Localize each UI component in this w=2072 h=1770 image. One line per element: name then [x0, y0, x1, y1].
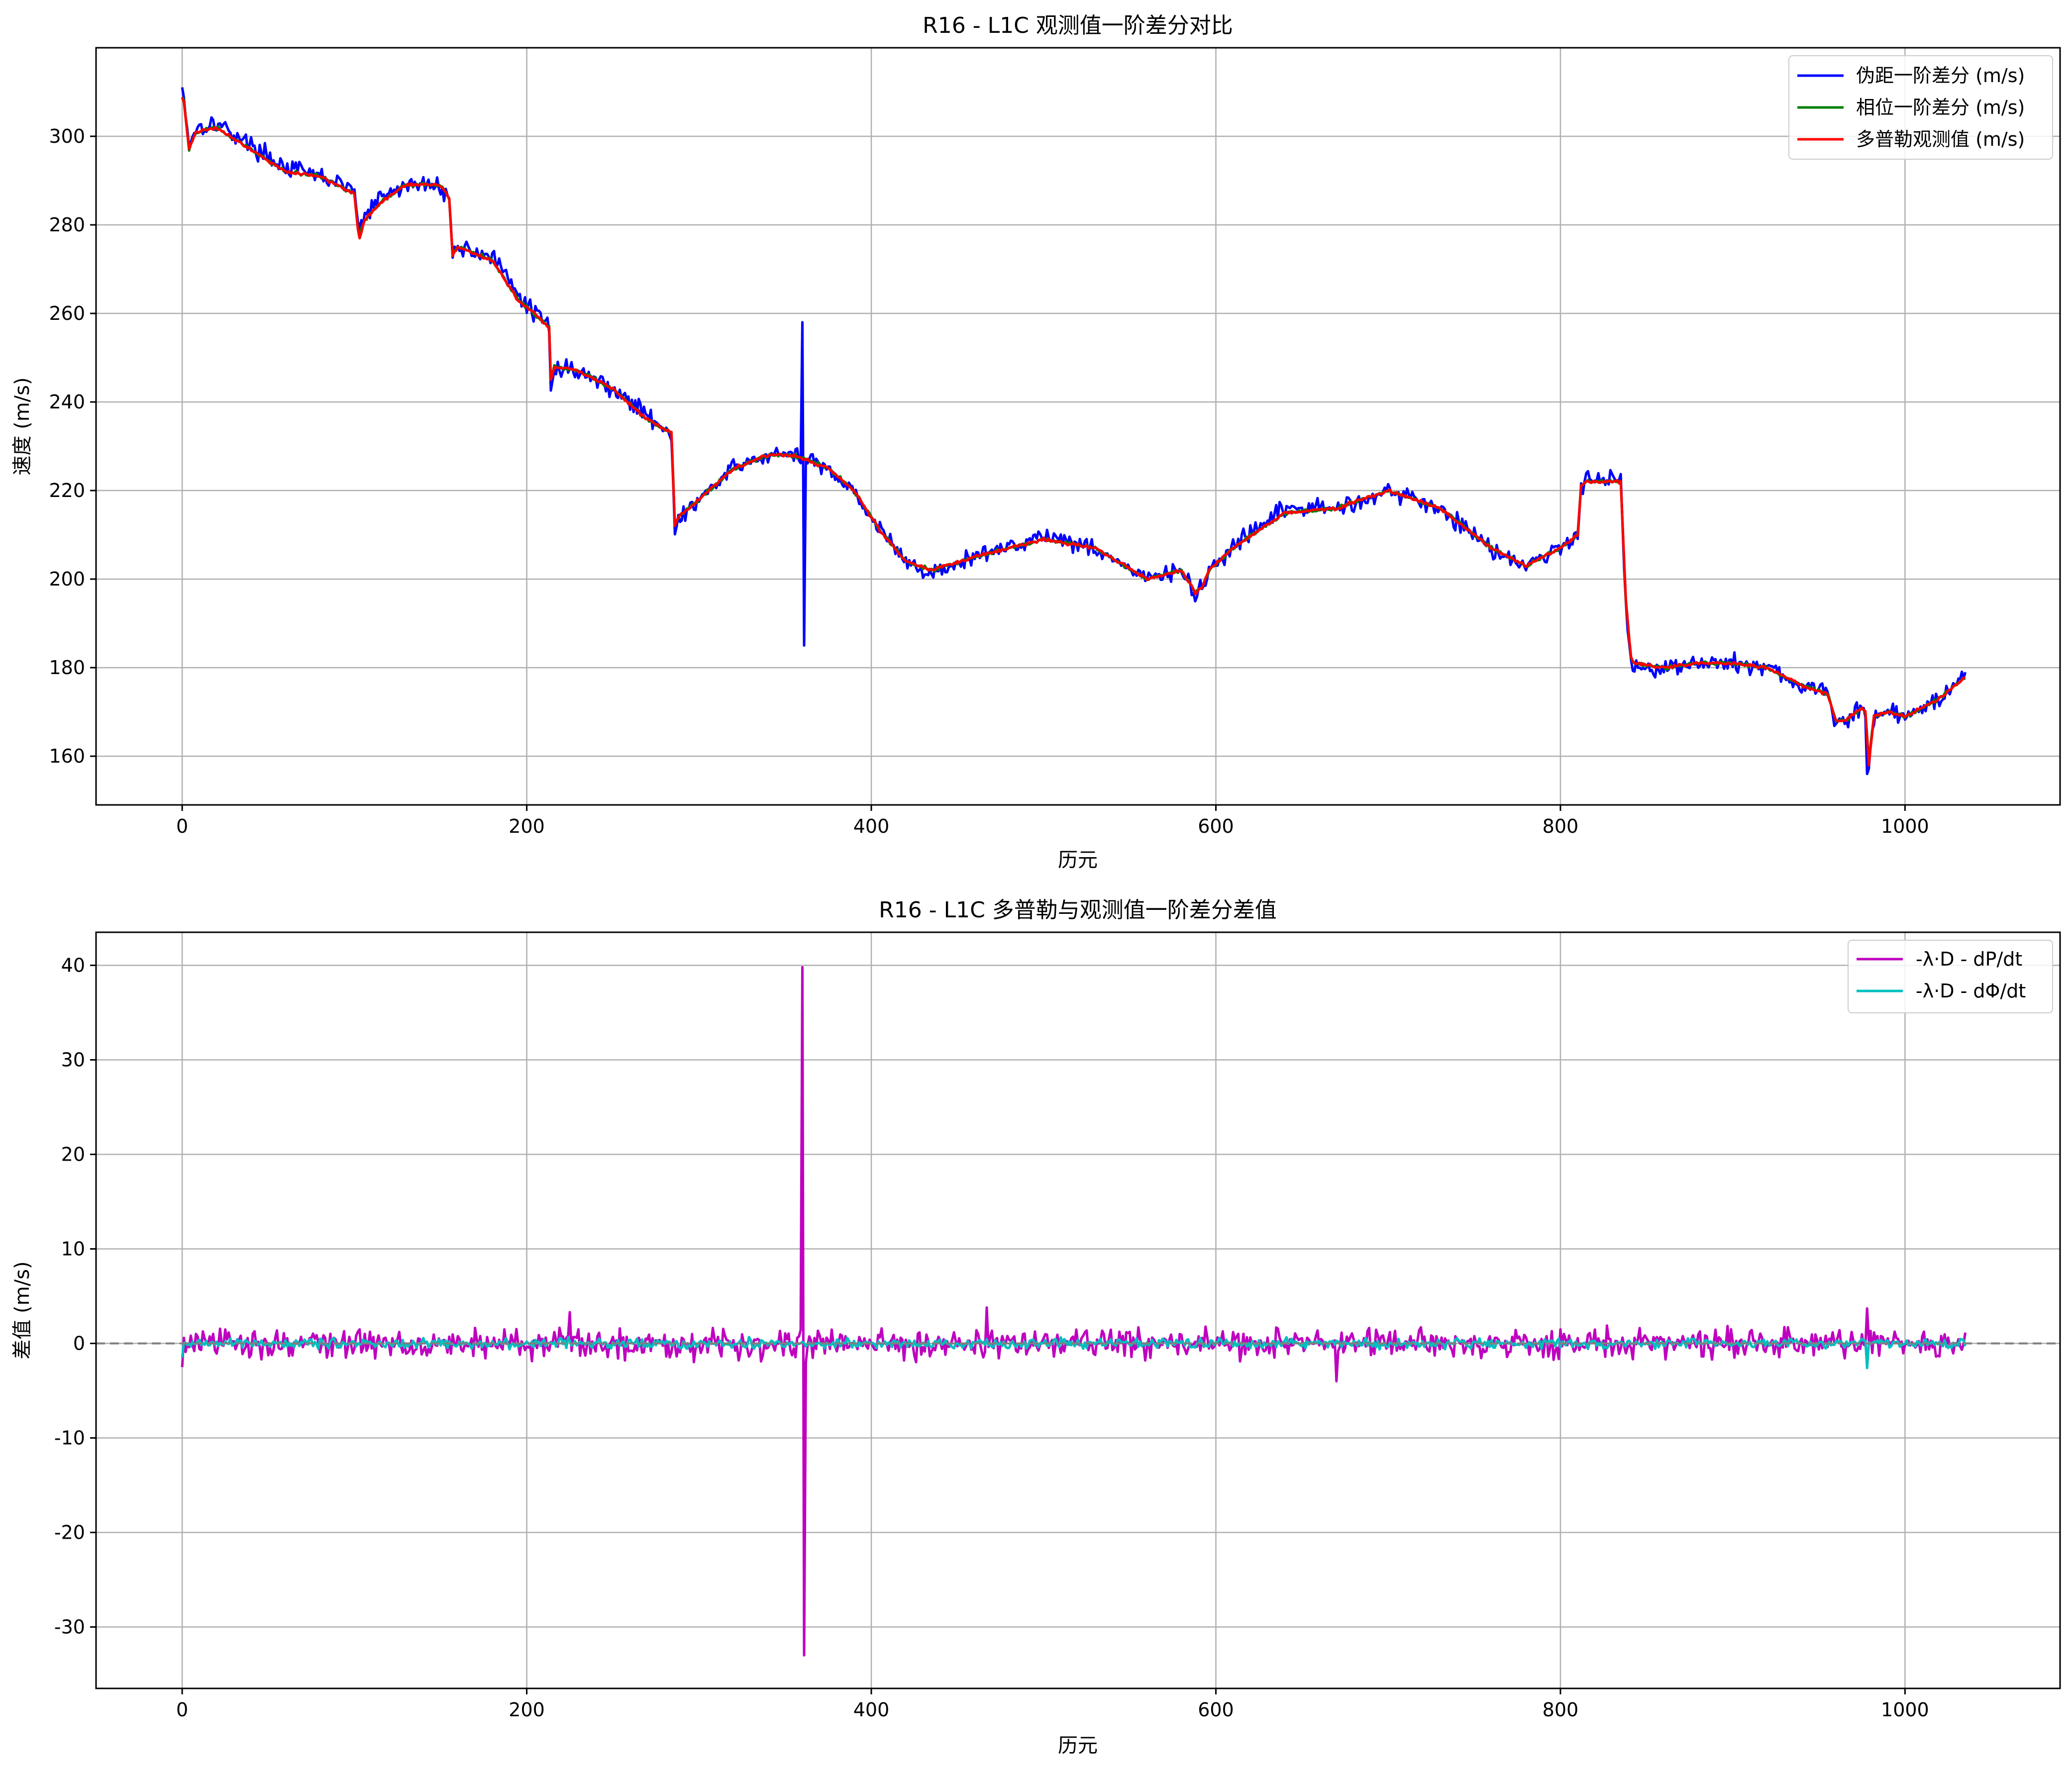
- x-tick-label: 1000: [1881, 815, 1929, 837]
- legend-label-doppler-minus-phase: -λ·D - dΦ/dt: [1916, 980, 2026, 1002]
- legend-label-doppler-minus-pseudorange: -λ·D - dP/dt: [1916, 948, 2022, 970]
- y-tick-label: 220: [49, 480, 85, 501]
- y-tick-label: 240: [49, 391, 85, 413]
- y-tick-label: 280: [49, 214, 85, 236]
- bottom-plot-legend: -λ·D - dP/dt -λ·D - dΦ/dt: [1848, 940, 2053, 1013]
- top-plot-ylabel: 速度 (m/s): [11, 377, 34, 475]
- x-tick-label: 600: [1198, 815, 1234, 837]
- top-plot-xlabel: 历元: [1058, 849, 1098, 872]
- x-tick-label: 200: [509, 815, 545, 837]
- x-tick-label: 800: [1543, 815, 1579, 837]
- bottom-plot: 0 200 400 600 800 1000 -30 -20 -10 0 10 20 30 40 R16 …: [11, 897, 2061, 1757]
- top-plot-legend-box: [1788, 55, 2053, 160]
- x-tick-label: 400: [853, 1699, 890, 1721]
- y-tick-label: -10: [54, 1427, 85, 1449]
- y-tick-label: 260: [49, 302, 85, 324]
- legend-label-doppler: 多普勒观测值 (m/s): [1856, 128, 2025, 150]
- series-line-0-2: [181, 97, 1966, 767]
- top-plot-area: [96, 48, 2060, 805]
- legend-label-phase: 相位一阶差分 (m/s): [1856, 97, 2025, 118]
- bottom-plot-ylabel: 差值 (m/s): [11, 1261, 34, 1359]
- y-tick-label: 30: [61, 1049, 85, 1071]
- y-tick-label: 40: [61, 955, 85, 977]
- bottom-plot-title: R16 - L1C 多普勒与观测值一阶差分差值: [879, 897, 1277, 923]
- x-tick-label: 800: [1543, 1699, 1579, 1721]
- y-tick-label: 180: [49, 657, 85, 679]
- y-tick-label: 300: [49, 125, 85, 147]
- bottom-plot-xlabel: 历元: [1058, 1734, 1098, 1757]
- y-tick-label: 20: [61, 1144, 85, 1166]
- y-tick-label: 160: [49, 745, 85, 767]
- y-tick-label: 0: [73, 1333, 85, 1355]
- top-plot-legend: 伪距一阶差分 (m/s) 相位一阶差分 (m/s) 多普勒观测值 (m/s): [1788, 55, 2053, 160]
- y-tick-label: -30: [54, 1616, 85, 1638]
- bottom-plot-frame: [95, 931, 2061, 1689]
- top-plot: 0 200 400 600 800 1000 160 180 200 220 240 260 280 30…: [11, 13, 2061, 872]
- top-plot-ticks: 0 200 400 600 800 1000 160 180 200 220 240 260 280 30…: [49, 125, 1929, 837]
- x-tick-label: 0: [176, 1699, 188, 1721]
- bottom-plot-ticks: 0 200 400 600 800 1000 -30 -20 -10 0 10 20 30 40: [54, 955, 1929, 1721]
- top-plot-grid: [96, 48, 2060, 805]
- bottom-plot-area: [96, 932, 2060, 1688]
- legend-label-pseudorange: 伪距一阶差分 (m/s): [1856, 65, 2025, 87]
- x-tick-label: 600: [1198, 1699, 1234, 1721]
- top-plot-series: [181, 87, 1967, 776]
- y-tick-label: -20: [54, 1522, 85, 1544]
- x-tick-label: 200: [509, 1699, 545, 1721]
- x-tick-label: 400: [853, 815, 890, 837]
- y-tick-label: 10: [61, 1238, 85, 1260]
- top-plot-title: R16 - L1C 观测值一阶差分对比: [923, 13, 1233, 38]
- bottom-plot-grid: [96, 932, 2060, 1688]
- x-tick-label: 0: [176, 815, 188, 837]
- top-plot-frame: [95, 47, 2061, 806]
- bottom-plot-series: [96, 966, 2060, 1657]
- x-tick-label: 1000: [1881, 1699, 1929, 1721]
- y-tick-label: 200: [49, 568, 85, 590]
